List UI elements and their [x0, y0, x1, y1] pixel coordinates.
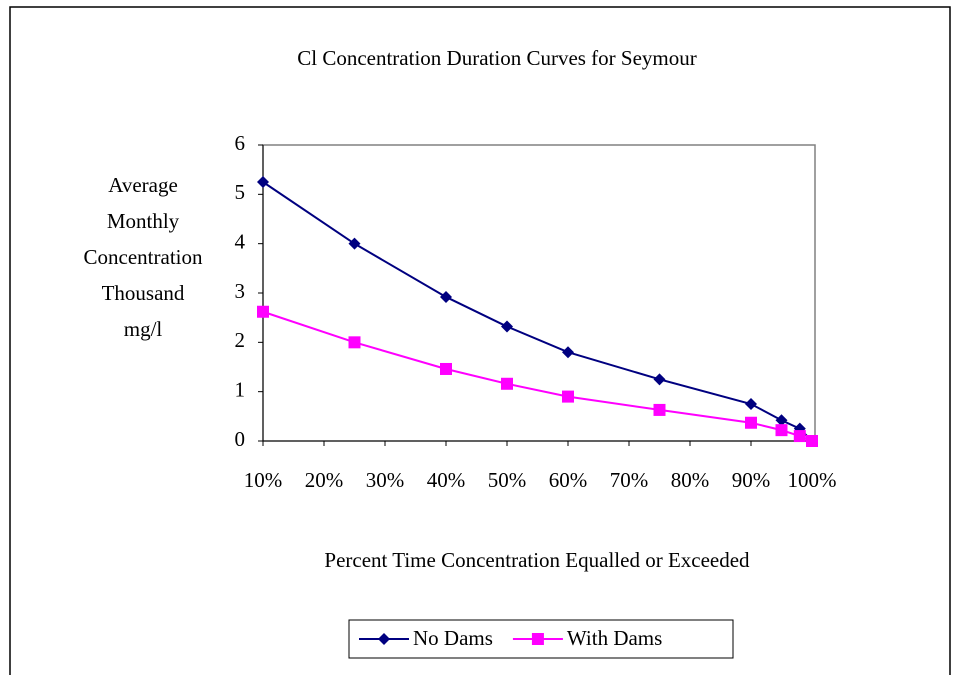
- x-tick-label: 70%: [610, 468, 649, 492]
- data-point: [348, 237, 361, 250]
- legend-label: No Dams: [413, 626, 493, 650]
- data-point: [806, 435, 818, 447]
- data-point: [745, 398, 757, 410]
- y-tick-label: 1: [235, 377, 246, 401]
- data-point: [653, 403, 666, 416]
- data-point: [440, 362, 452, 375]
- series-line: [262, 181, 813, 442]
- legend-label: With Dams: [567, 626, 662, 650]
- data-point: [501, 320, 513, 333]
- data-point: [257, 176, 269, 188]
- y-axis-label: mg/l: [124, 317, 163, 341]
- chart-frame: [9, 6, 951, 675]
- data-point: [501, 377, 513, 390]
- data-point: [775, 414, 788, 427]
- x-tick-label: 90%: [732, 468, 771, 492]
- legend-marker: [531, 633, 544, 645]
- data-point: [653, 373, 666, 386]
- y-tick-label: 5: [235, 180, 246, 204]
- y-axis-label: Monthly: [107, 209, 180, 233]
- data-point: [257, 305, 269, 318]
- data-point: [440, 290, 452, 303]
- x-tick-label: 40%: [427, 468, 466, 492]
- y-tick-label: 2: [235, 328, 246, 352]
- legend-marker: [378, 633, 390, 645]
- data-point: [562, 390, 574, 403]
- y-tick-label: 0: [235, 427, 246, 451]
- data-point: [793, 430, 806, 443]
- data-point: [348, 336, 361, 349]
- y-axis-label: Average: [108, 173, 178, 197]
- series-line: [262, 310, 813, 442]
- x-tick-label: 50%: [488, 468, 527, 492]
- x-tick-label: 60%: [549, 468, 588, 492]
- x-tick-label: 100%: [788, 468, 837, 492]
- x-axis-label: Percent Time Concentration Equalled or E…: [324, 548, 750, 572]
- y-tick-label: 3: [235, 279, 246, 303]
- y-tick-label: 6: [235, 131, 246, 155]
- data-point: [775, 424, 788, 437]
- y-tick-label: 4: [235, 229, 246, 253]
- x-tick-label: 10%: [244, 468, 283, 492]
- y-axis-label: Concentration: [84, 245, 203, 269]
- chart-title: Cl Concentration Duration Curves for Sey…: [297, 46, 697, 70]
- x-tick-label: 30%: [366, 468, 405, 492]
- x-tick-label: 20%: [305, 468, 344, 492]
- data-point: [562, 346, 574, 359]
- y-axis-label: Thousand: [102, 281, 185, 305]
- x-tick-label: 80%: [671, 468, 710, 492]
- data-point: [745, 416, 757, 429]
